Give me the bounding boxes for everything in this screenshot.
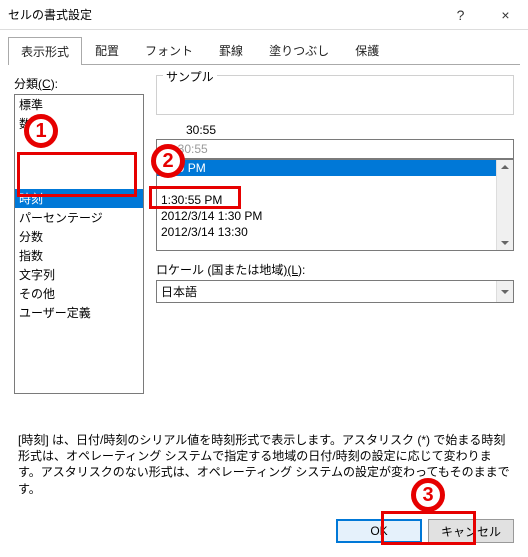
- list-item[interactable]: 指数: [15, 246, 143, 265]
- format-listbox[interactable]: 1:30 PM x 1:30:55 PM 2012/3/14 1:30 PM 2…: [156, 159, 514, 251]
- list-item-selected[interactable]: 時刻: [15, 189, 143, 208]
- scrollbar[interactable]: [496, 160, 513, 250]
- annotation-badge-3: 3: [411, 478, 445, 512]
- annotation-badge-1: 1: [24, 114, 58, 148]
- locale-select[interactable]: 日本語: [156, 280, 514, 303]
- title-bar: セルの書式設定 ? ×: [0, 0, 528, 30]
- ok-button[interactable]: OK: [336, 519, 422, 543]
- category-label: 分類(C):: [14, 75, 144, 92]
- list-item[interactable]: パーセンテージ: [15, 208, 143, 227]
- tab-alignment[interactable]: 配置: [82, 36, 132, 64]
- list-item[interactable]: ユーザー定義: [15, 303, 143, 322]
- format-item[interactable]: 1:30:55 PM: [157, 192, 496, 208]
- tab-protection[interactable]: 保護: [342, 36, 392, 64]
- close-button[interactable]: ×: [483, 0, 528, 30]
- format-label: 30:55: [186, 123, 514, 137]
- locale-label: ロケール (国または地域)(L):: [156, 261, 514, 278]
- tab-font[interactable]: フォント: [132, 36, 206, 64]
- tab-border[interactable]: 罫線: [206, 36, 256, 64]
- sample-box: サンプル: [156, 75, 514, 115]
- help-button[interactable]: ?: [438, 0, 483, 30]
- chevron-down-icon: [496, 281, 513, 302]
- format-item-selected[interactable]: 1:30 PM: [157, 160, 496, 176]
- cancel-button[interactable]: キャンセル: [428, 519, 514, 543]
- sample-label: サンプル: [163, 68, 217, 85]
- format-item[interactable]: 2012/3/14 1:30 PM: [157, 208, 496, 224]
- format-item[interactable]: 2012/3/14 13:30: [157, 224, 496, 240]
- button-row: OK キャンセル: [336, 519, 514, 543]
- tab-fill[interactable]: 塗りつぶし: [256, 36, 342, 64]
- tab-format[interactable]: 表示形式: [8, 37, 82, 65]
- list-item[interactable]: 分数: [15, 227, 143, 246]
- locale-value: 日本語: [161, 283, 197, 300]
- tab-bar: 表示形式 配置 フォント 罫線 塗りつぶし 保護: [0, 30, 528, 64]
- list-item[interactable]: その他: [15, 284, 143, 303]
- content-area: 分類(C): 標準 数値 時刻 パーセンテージ 分数 指数 文字列 その他 ユー…: [0, 65, 528, 505]
- format-selected-display: 13:30:55: [156, 139, 514, 159]
- list-item[interactable]: 文字列: [15, 265, 143, 284]
- list-item[interactable]: 標準: [15, 95, 143, 114]
- window-title: セルの書式設定: [0, 6, 438, 23]
- annotation-badge-2: 2: [151, 144, 185, 178]
